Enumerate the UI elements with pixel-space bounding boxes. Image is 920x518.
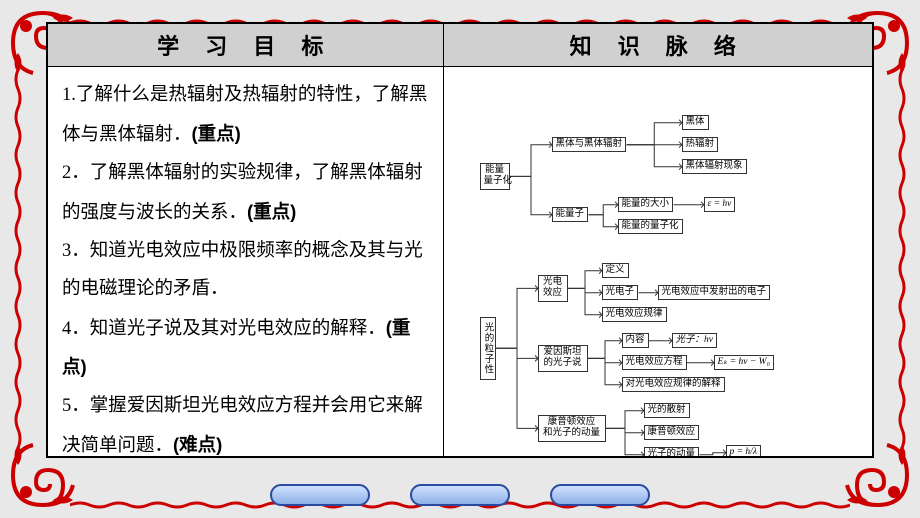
table-body: 1.了解什么是热辐射及热辐射的特性，了解黑体与黑体辐射．(重点)2．了解黑体辐射… — [48, 67, 872, 456]
nav-button-3[interactable] — [550, 484, 650, 506]
concept-node: 光子的动量 — [644, 447, 700, 456]
edge-ornament — [14, 70, 22, 448]
objective-item: 1.了解什么是热辐射及热辐射的特性，了解黑体与黑体辐射．(重点) — [62, 77, 429, 155]
concept-node: 光电效应 — [538, 275, 568, 302]
concept-node: ε = hν — [704, 197, 736, 212]
concept-node: 黑体与黑体辐射 — [552, 137, 627, 152]
concept-node: 光电子 — [602, 285, 639, 300]
concept-node: Eₖ = hν − W₀ — [714, 355, 774, 370]
edge-ornament — [898, 70, 906, 448]
concept-node: 能量子 — [552, 207, 589, 222]
objective-item: 3．知道光电效应中极限频率的概念及其与光的电磁理论的矛盾． — [62, 233, 429, 309]
concept-node: p = h/λ — [726, 445, 761, 456]
concept-node: 能量的量子化 — [618, 219, 683, 234]
edge-ornament — [70, 14, 850, 22]
table-header: 学 习 目 标 知 识 脉 络 — [48, 24, 872, 67]
concept-node: 能量的大小 — [618, 197, 674, 212]
objective-item: 5．掌握爱因斯坦光电效应方程并会用它来解决简单问题．(难点) — [62, 388, 429, 456]
concept-node: 光电效应规律 — [602, 307, 667, 322]
concept-node: 热辐射 — [682, 137, 719, 152]
concept-node: 黑体辐射现象 — [682, 159, 747, 174]
concept-node: 爱因斯坦的光子说 — [538, 345, 588, 372]
nav-button-1[interactable] — [270, 484, 370, 506]
concept-node: 能量量子化 — [480, 163, 510, 190]
nav-button-2[interactable] — [410, 484, 510, 506]
objective-item: 4．知道光子说及其对光电效应的解释．(重点) — [62, 309, 429, 389]
concept-node: 光的粒子性 — [480, 317, 496, 380]
objectives-pane: 1.了解什么是热辐射及热辐射的特性，了解黑体与黑体辐射．(重点)2．了解黑体辐射… — [48, 67, 444, 456]
bottom-nav — [0, 484, 920, 506]
concept-node: 光电效应方程 — [622, 355, 687, 370]
header-objectives: 学 习 目 标 — [48, 24, 444, 66]
concept-node: 光子：hν — [672, 333, 717, 348]
concept-node: 对光电效应规律的解释 — [622, 377, 725, 392]
header-concepts: 知 识 脉 络 — [444, 24, 872, 66]
concept-map-pane: 能量量子化光的粒子性 黑体与黑体辐射能量子光电效应爱因斯坦的光子说康普顿效应和光子… — [444, 67, 872, 456]
concept-node: 内容 — [622, 333, 649, 348]
content-table: 学 习 目 标 知 识 脉 络 1.了解什么是热辐射及热辐射的特性，了解黑体与黑… — [46, 22, 874, 458]
concept-node: 黑体 — [682, 115, 709, 130]
concept-node: 定义 — [602, 263, 629, 278]
concept-node: 康普顿效应和光子的动量 — [538, 415, 606, 442]
objective-item: 2．了解黑体辐射的实验规律，了解黑体辐射的强度与波长的关系．(重点) — [62, 155, 429, 233]
concept-node: 光的散射 — [644, 403, 690, 418]
concept-node: 康普顿效应 — [644, 425, 700, 440]
concept-map-connectors — [444, 67, 872, 456]
concept-node: 光电效应中发射出的电子 — [658, 285, 771, 300]
